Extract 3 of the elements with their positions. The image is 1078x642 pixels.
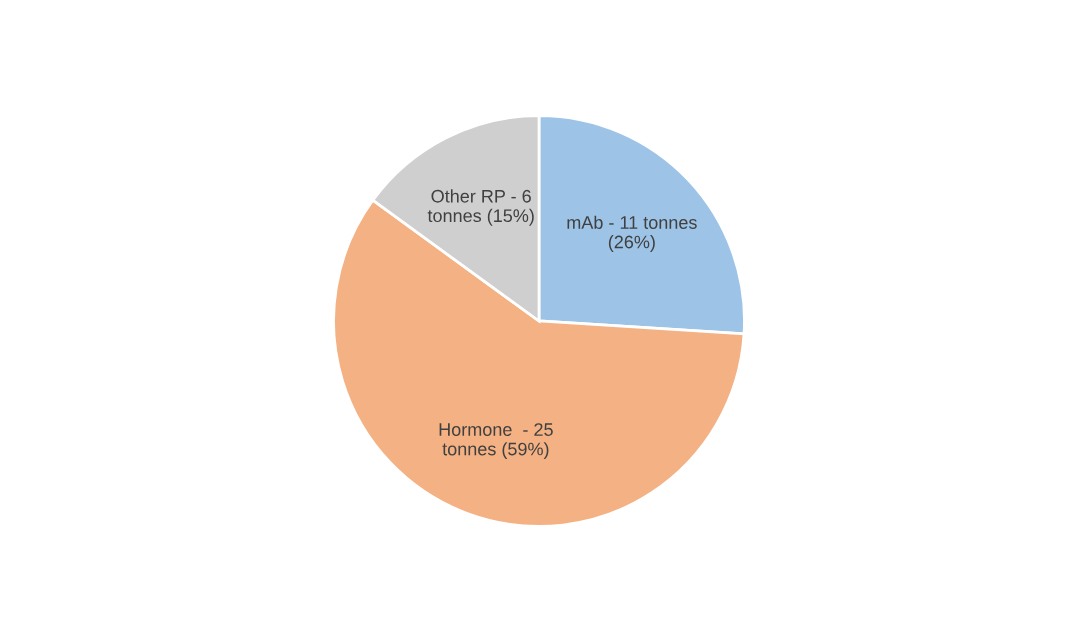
slice-label: mAb - 11 tonnes (26%) [567,215,697,252]
slice-label: Hormone - 25 tonnes (59%) [439,423,553,459]
slice-label: Other RP - 6 tonnes (15%) [427,189,534,226]
